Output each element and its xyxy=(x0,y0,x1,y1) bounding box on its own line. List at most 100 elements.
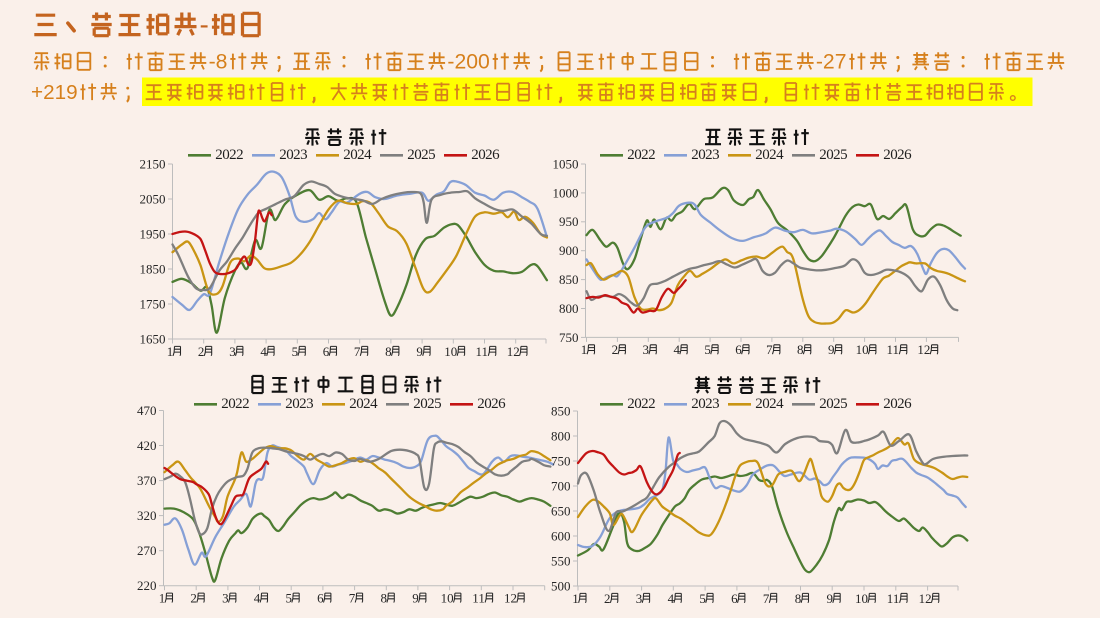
svg-text:220: 220 xyxy=(137,578,157,593)
svg-text:5: 5 xyxy=(292,344,299,359)
svg-text:6: 6 xyxy=(735,342,742,357)
svg-text:1650: 1650 xyxy=(140,331,166,346)
svg-text:1000: 1000 xyxy=(553,185,579,200)
svg-text:750: 750 xyxy=(551,453,571,468)
svg-text:320: 320 xyxy=(137,508,157,523)
svg-text:2150: 2150 xyxy=(140,156,166,171)
svg-text:2022: 2022 xyxy=(221,396,249,412)
svg-text:9: 9 xyxy=(416,344,423,359)
svg-text:8: 8 xyxy=(795,591,802,606)
svg-text:11: 11 xyxy=(476,344,489,359)
svg-text:370: 370 xyxy=(137,473,157,488)
svg-text:8: 8 xyxy=(385,344,392,359)
svg-text:2026: 2026 xyxy=(477,396,506,412)
svg-text:4: 4 xyxy=(254,591,261,606)
svg-text:1050: 1050 xyxy=(553,156,579,171)
svg-text:9: 9 xyxy=(828,342,835,357)
svg-text:2: 2 xyxy=(190,591,197,606)
svg-text:3: 3 xyxy=(229,344,236,359)
svg-text:2050: 2050 xyxy=(140,191,166,206)
svg-text:2024: 2024 xyxy=(343,147,372,163)
svg-text:2: 2 xyxy=(198,344,205,359)
svg-text:1: 1 xyxy=(572,591,579,606)
svg-text:2024: 2024 xyxy=(755,396,784,412)
svg-text:5: 5 xyxy=(699,591,706,606)
svg-text:2024: 2024 xyxy=(755,147,784,163)
svg-text:-8: -8 xyxy=(209,51,228,74)
svg-text:10: 10 xyxy=(855,591,868,606)
svg-text:1850: 1850 xyxy=(140,261,166,276)
svg-text:850: 850 xyxy=(551,403,571,418)
svg-text:2: 2 xyxy=(604,591,611,606)
svg-text:1750: 1750 xyxy=(140,296,166,311)
svg-text:12: 12 xyxy=(504,591,517,606)
svg-text:2024: 2024 xyxy=(349,396,378,412)
svg-text:270: 270 xyxy=(137,543,157,558)
svg-text:12: 12 xyxy=(507,344,520,359)
svg-text:7: 7 xyxy=(349,591,356,606)
svg-text:750: 750 xyxy=(559,330,579,345)
svg-text:10: 10 xyxy=(444,344,457,359)
svg-text:1950: 1950 xyxy=(140,226,166,241)
svg-text:2023: 2023 xyxy=(279,147,307,163)
svg-text:2025: 2025 xyxy=(413,396,441,412)
svg-text:6: 6 xyxy=(317,591,324,606)
svg-text:10: 10 xyxy=(441,591,454,606)
svg-text:2022: 2022 xyxy=(627,396,655,412)
svg-text:9: 9 xyxy=(412,591,419,606)
svg-text:9: 9 xyxy=(827,591,834,606)
svg-text:950: 950 xyxy=(559,214,579,229)
svg-text:2026: 2026 xyxy=(883,396,912,412)
svg-text:2022: 2022 xyxy=(215,147,243,163)
svg-text:7: 7 xyxy=(354,344,361,359)
svg-text:2023: 2023 xyxy=(691,147,719,163)
svg-text:8: 8 xyxy=(381,591,388,606)
svg-text:4: 4 xyxy=(674,342,681,357)
svg-text:470: 470 xyxy=(137,403,157,418)
svg-text:3: 3 xyxy=(636,591,643,606)
svg-text:7: 7 xyxy=(766,342,773,357)
svg-text:6: 6 xyxy=(731,591,738,606)
svg-text:650: 650 xyxy=(551,503,571,518)
svg-text:900: 900 xyxy=(559,243,579,258)
svg-text:3: 3 xyxy=(222,591,229,606)
svg-text:11: 11 xyxy=(887,591,900,606)
svg-text:12: 12 xyxy=(919,591,932,606)
svg-text:-200: -200 xyxy=(447,51,489,74)
svg-text:5: 5 xyxy=(286,591,293,606)
svg-text:2026: 2026 xyxy=(471,147,500,163)
svg-text:5: 5 xyxy=(704,342,711,357)
svg-text:2022: 2022 xyxy=(627,147,655,163)
svg-text:6: 6 xyxy=(323,344,330,359)
svg-text:1: 1 xyxy=(581,342,588,357)
svg-text:2023: 2023 xyxy=(691,396,719,412)
svg-text:3: 3 xyxy=(643,342,650,357)
svg-text:800: 800 xyxy=(551,428,571,443)
svg-text:2025: 2025 xyxy=(819,396,847,412)
svg-text:+219: +219 xyxy=(31,81,78,104)
svg-text:2: 2 xyxy=(612,342,619,357)
svg-text:600: 600 xyxy=(551,528,571,543)
svg-text:700: 700 xyxy=(551,478,571,493)
svg-text:1: 1 xyxy=(159,591,166,606)
svg-text:-27: -27 xyxy=(816,51,847,74)
svg-text:-: - xyxy=(200,9,209,40)
svg-text:7: 7 xyxy=(763,591,770,606)
svg-text:8: 8 xyxy=(797,342,804,357)
svg-text:10: 10 xyxy=(856,342,869,357)
svg-text:2025: 2025 xyxy=(819,147,847,163)
svg-text:12: 12 xyxy=(917,342,930,357)
svg-text:2026: 2026 xyxy=(883,147,912,163)
svg-text:2025: 2025 xyxy=(407,147,435,163)
svg-text:4: 4 xyxy=(260,344,267,359)
svg-text:4: 4 xyxy=(668,591,675,606)
svg-text:11: 11 xyxy=(472,591,485,606)
svg-text:500: 500 xyxy=(551,578,571,593)
svg-text:800: 800 xyxy=(559,301,579,316)
svg-text:11: 11 xyxy=(887,342,900,357)
svg-text:550: 550 xyxy=(551,553,571,568)
svg-text:1: 1 xyxy=(167,344,174,359)
svg-text:2023: 2023 xyxy=(285,396,313,412)
svg-text:420: 420 xyxy=(137,438,157,453)
svg-text:850: 850 xyxy=(559,272,579,287)
